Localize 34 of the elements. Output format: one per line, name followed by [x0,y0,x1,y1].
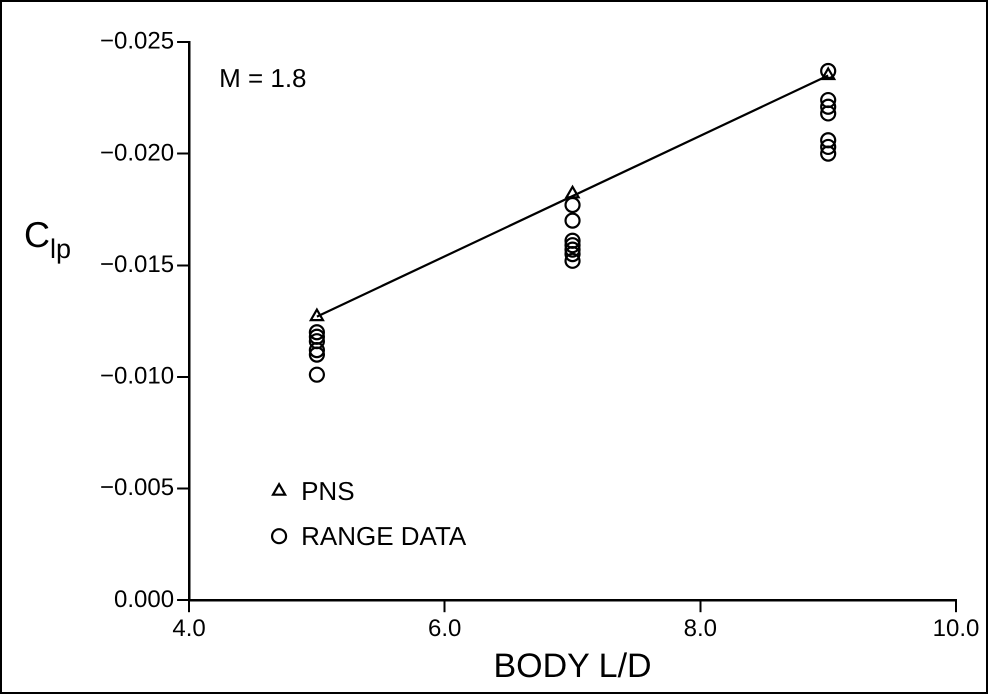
x-tick-label: 6.0 [428,615,462,642]
point [820,98,836,115]
y-tick-label: −0.025 [100,28,174,55]
point [820,62,836,80]
point [564,196,581,214]
y-tick-label: 0.000 [114,586,174,613]
point [308,346,325,363]
point [308,342,325,358]
annotation: M = 1.8 [219,63,307,93]
point [820,146,836,162]
point [564,237,581,254]
x-tick-label: 4.0 [172,615,206,642]
point [820,105,836,122]
x-tick-label: 10.0 [932,615,980,642]
point [564,212,581,229]
y-tick-label: −0.020 [100,139,174,166]
legend-label: PNS [301,476,355,506]
point [308,324,325,340]
x-axis-title: BODY L/D [493,647,652,685]
point [820,92,836,108]
y-tick-label: −0.015 [100,250,174,278]
point [564,242,581,258]
y-tick-label: −0.005 [100,474,174,502]
y-tick-label: −0.010 [100,362,174,390]
point [564,246,581,262]
point [308,328,325,345]
point [308,366,325,383]
point [308,333,325,350]
point [564,252,581,269]
point [820,132,836,148]
x-tick-label: 8.0 [684,615,718,642]
legend-label: RANGE DATA [301,521,467,552]
point [564,232,581,249]
point [820,138,836,156]
